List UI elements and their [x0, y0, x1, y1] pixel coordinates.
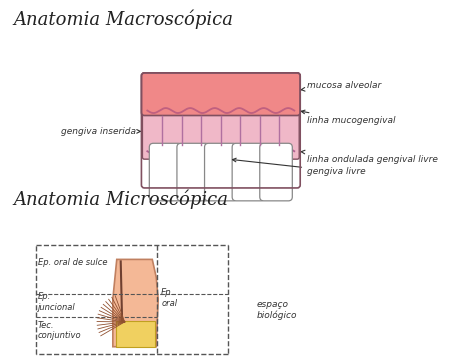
Text: Anatomia Microscópica: Anatomia Microscópica [13, 190, 228, 209]
Polygon shape [116, 321, 155, 347]
Polygon shape [113, 260, 158, 347]
FancyBboxPatch shape [232, 143, 264, 201]
Text: gengiva livre: gengiva livre [232, 158, 366, 176]
Text: Ep.
juncional: Ep. juncional [38, 292, 76, 311]
FancyBboxPatch shape [141, 73, 300, 115]
Text: linha mucogengival: linha mucogengival [301, 110, 396, 125]
FancyBboxPatch shape [177, 143, 210, 201]
Text: Ep.
oral: Ep. oral [161, 288, 177, 307]
Text: Tec.
conjuntivo: Tec. conjuntivo [38, 321, 82, 340]
Text: gengiva inserida: gengiva inserida [61, 127, 141, 136]
FancyBboxPatch shape [260, 143, 292, 201]
Text: Ep. oral de sulce: Ep. oral de sulce [38, 258, 108, 268]
FancyBboxPatch shape [205, 143, 237, 201]
Text: Anatomia Macroscópica: Anatomia Macroscópica [13, 9, 233, 29]
Text: linha ondulada gengival livre: linha ondulada gengival livre [301, 150, 438, 164]
Text: espaço
biológico: espaço biológico [257, 300, 297, 320]
Text: mucosa alveolar: mucosa alveolar [301, 81, 382, 91]
FancyBboxPatch shape [142, 103, 299, 159]
FancyBboxPatch shape [149, 143, 182, 201]
